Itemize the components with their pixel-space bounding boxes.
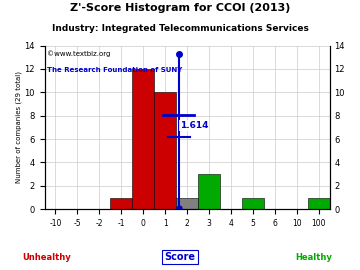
Bar: [154, 92, 176, 209]
Text: Unhealthy: Unhealthy: [22, 253, 71, 262]
Bar: [308, 198, 330, 209]
Bar: [110, 198, 132, 209]
Text: Score: Score: [165, 252, 195, 262]
Text: Industry: Integrated Telecommunications Services: Industry: Integrated Telecommunications …: [51, 24, 309, 33]
Text: Healthy: Healthy: [295, 253, 332, 262]
Bar: [198, 174, 220, 209]
Text: ©www.textbiz.org: ©www.textbiz.org: [48, 50, 111, 57]
Text: The Research Foundation of SUNY: The Research Foundation of SUNY: [48, 67, 183, 73]
Bar: [132, 69, 154, 209]
Bar: [176, 198, 198, 209]
Bar: [242, 198, 264, 209]
Text: 1.614: 1.614: [180, 121, 208, 130]
Text: Z'-Score Histogram for CCOI (2013): Z'-Score Histogram for CCOI (2013): [70, 3, 290, 13]
Y-axis label: Number of companies (29 total): Number of companies (29 total): [15, 71, 22, 183]
